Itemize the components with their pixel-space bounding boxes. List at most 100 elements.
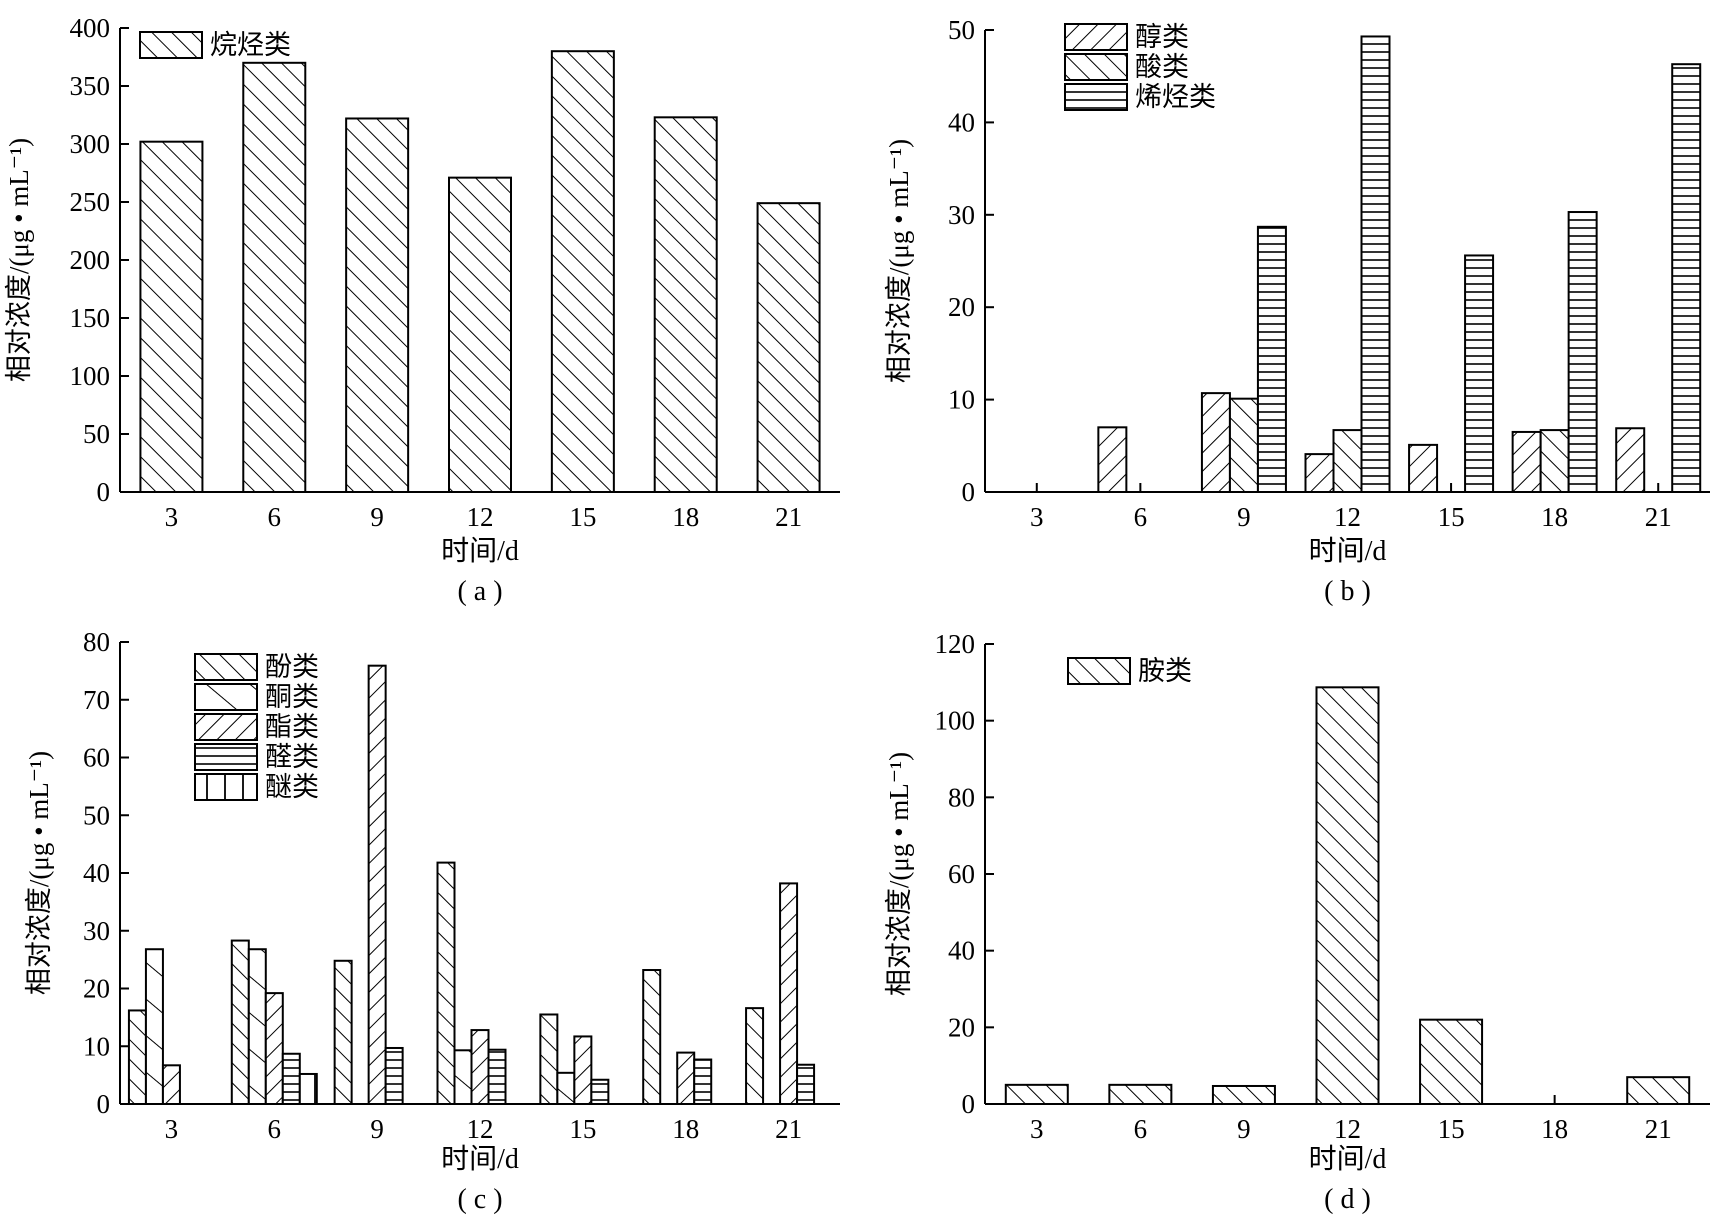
bar-烯烃类-9 [1256, 225, 1287, 493]
x-axis-label: 时间/d [441, 535, 519, 567]
x-axis-label: 时间/d [441, 1143, 519, 1175]
bar-胺类-12 [1315, 686, 1380, 1105]
bar-醇类-9 [1200, 392, 1231, 493]
x-tick-label: 15 [569, 502, 596, 532]
bar-醛类-21 [796, 1063, 816, 1105]
y-tick-label: 40 [83, 858, 110, 888]
legend-swatch [194, 683, 258, 711]
y-tick-label: 30 [83, 916, 110, 946]
x-tick-label: 12 [467, 502, 494, 532]
bar-酚类-3 [127, 1009, 147, 1106]
y-tick-label: 30 [948, 200, 975, 230]
bar-酯类-3 [161, 1064, 181, 1105]
legend-label: 烷烃类 [210, 30, 291, 60]
x-tick-label: 3 [1030, 502, 1044, 532]
x-tick-label: 21 [775, 502, 802, 532]
y-tick-label: 20 [83, 974, 110, 1004]
x-tick-label: 9 [1237, 1114, 1251, 1144]
y-tick-label: 200 [70, 245, 111, 275]
bar-酸类-12 [1332, 429, 1363, 494]
y-tick-label: 70 [83, 685, 110, 715]
legend-swatch [1064, 23, 1128, 51]
bar-酮类-12 [453, 1049, 473, 1105]
y-axis-label: 相对浓度/(μg • mL⁻¹) [24, 751, 54, 995]
x-tick-label: 21 [1645, 1114, 1672, 1144]
bar-酯类-12 [470, 1029, 490, 1105]
legend-swatch [1067, 657, 1131, 685]
y-tick-label: 0 [97, 477, 111, 507]
y-tick-label: 250 [70, 187, 111, 217]
bar-胺类-3 [1004, 1083, 1069, 1106]
bar-醇类-15 [1408, 443, 1439, 494]
bar-醛类-18 [693, 1058, 713, 1105]
legend-label: 酮类 [265, 682, 319, 712]
y-tick-label: 80 [83, 627, 110, 657]
bar-胺类-9 [1211, 1084, 1276, 1105]
x-tick-label: 6 [268, 1114, 282, 1144]
y-axis-label: 相对浓度/(μg • mL⁻¹) [884, 139, 914, 383]
y-tick-label: 60 [948, 859, 975, 889]
bar-酚类-15 [539, 1013, 559, 1105]
x-tick-label: 12 [1334, 502, 1361, 532]
bar-烷烃类-6 [242, 61, 307, 494]
chart-panel-c: 0 10 20 30 40 50 60 70 80 3 6 9 12 15 18 21 酚类酮类酯类醛类醚类时间… [24, 627, 840, 1215]
y-axis-label: 相对浓度/(μg • mL⁻¹) [4, 138, 34, 382]
bar-酯类-15 [573, 1035, 593, 1105]
y-tick-label: 100 [70, 361, 111, 391]
x-tick-label: 15 [1438, 1114, 1465, 1144]
y-tick-label: 80 [948, 782, 975, 812]
bar-胺类-6 [1108, 1083, 1173, 1106]
bar-醇类-12 [1304, 453, 1335, 493]
bar-酯类-18 [676, 1051, 696, 1106]
x-axis-label: 时间/d [1309, 535, 1387, 567]
y-tick-label: 300 [70, 129, 111, 159]
x-tick-label: 15 [1438, 502, 1465, 532]
legend-swatch [194, 653, 258, 681]
y-tick-label: 10 [83, 1031, 110, 1061]
bar-烯烃类-15 [1464, 254, 1495, 493]
bar-酚类-6 [230, 939, 250, 1105]
bar-醛类-9 [384, 1046, 404, 1106]
y-tick-label: 50 [83, 419, 110, 449]
y-tick-label: 10 [948, 385, 975, 415]
x-tick-label: 12 [1334, 1114, 1361, 1144]
bar-酸类-18 [1539, 429, 1570, 494]
bar-烯烃类-12 [1360, 35, 1391, 494]
x-tick-label: 21 [775, 1114, 802, 1144]
legend-label: 酯类 [265, 712, 319, 742]
bar-烷烃类-12 [448, 176, 512, 493]
y-tick-label: 120 [935, 629, 976, 659]
x-tick-label: 18 [672, 1114, 699, 1144]
x-tick-label: 9 [370, 502, 384, 532]
bar-烯烃类-21 [1671, 63, 1702, 494]
bar-酚类-9 [333, 959, 353, 1106]
legend-label: 胺类 [1138, 656, 1192, 686]
bar-烷烃类-18 [653, 116, 718, 493]
y-tick-label: 20 [948, 1012, 975, 1042]
y-axis-label: 相对浓度/(μg • mL⁻¹) [884, 752, 914, 996]
bar-酯类-21 [779, 882, 799, 1106]
y-tick-label: 60 [83, 743, 110, 773]
x-tick-label: 6 [1134, 502, 1148, 532]
legend-swatch [1064, 53, 1128, 81]
x-tick-label: 18 [672, 502, 699, 532]
x-tick-label: 18 [1541, 502, 1568, 532]
bar-胺类-15 [1419, 1018, 1484, 1106]
bar-酮类-3 [144, 948, 164, 1105]
bar-醇类-21 [1615, 427, 1646, 493]
x-tick-label: 9 [370, 1114, 384, 1144]
legend-swatch [194, 713, 258, 741]
y-tick-label: 0 [962, 477, 976, 507]
bar-酚类-18 [642, 969, 662, 1106]
x-tick-label: 15 [569, 1114, 596, 1144]
panel-caption: ( d ) [1324, 1184, 1371, 1215]
y-tick-label: 20 [948, 292, 975, 322]
y-tick-label: 40 [948, 936, 975, 966]
bar-醇类-18 [1511, 430, 1542, 494]
legend-label: 烯烃类 [1135, 82, 1216, 112]
legend-label: 酚类 [265, 652, 319, 682]
legend-swatch [194, 773, 258, 801]
y-tick-label: 50 [948, 15, 975, 45]
